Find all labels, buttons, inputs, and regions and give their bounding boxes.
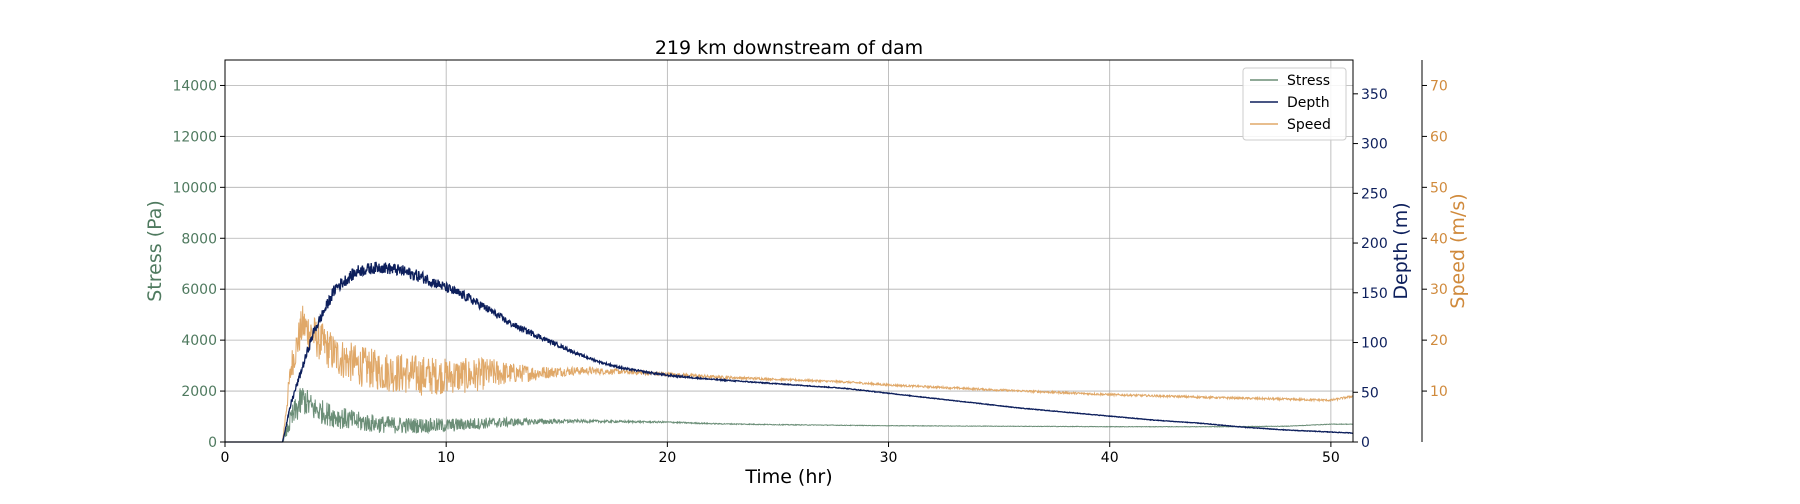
x-tick-label: 0 xyxy=(221,450,230,466)
legend: Stress Depth Speed xyxy=(1242,67,1347,141)
speed-tick-label: 70 xyxy=(1430,78,1448,94)
y-axis-label-stress: Stress (Pa) xyxy=(144,200,166,302)
x-tick-label: 10 xyxy=(437,450,455,466)
speed-tick-label: 20 xyxy=(1430,333,1448,349)
stress-tick-label: 4000 xyxy=(181,333,217,349)
y-axis-label-depth: Depth (m) xyxy=(1390,202,1412,299)
x-tick-label: 20 xyxy=(658,450,676,466)
stress-tick-label: 10000 xyxy=(172,180,217,196)
speed-tick-label: 40 xyxy=(1430,231,1448,247)
y-axis-label-speed: Speed (m/s) xyxy=(1447,193,1469,308)
speed-tick-label: 30 xyxy=(1430,282,1448,298)
stress-tick-label: 2000 xyxy=(181,384,217,400)
stress-tick-label: 6000 xyxy=(181,282,217,298)
stress-tick-label: 12000 xyxy=(172,129,217,145)
chart-title: 219 km downstream of dam xyxy=(655,37,923,59)
legend-box xyxy=(1242,67,1347,141)
grid xyxy=(225,60,1353,442)
x-tick-label: 40 xyxy=(1101,450,1119,466)
depth-tick-label: 200 xyxy=(1361,236,1388,252)
depth-tick-label: 50 xyxy=(1361,385,1379,401)
series-layer xyxy=(225,261,1354,443)
x-tick-label: 50 xyxy=(1322,450,1340,466)
x-tick-label: 30 xyxy=(880,450,898,466)
depth-tick-label: 150 xyxy=(1361,286,1388,302)
stress-tick-label: 0 xyxy=(208,435,217,451)
series-line-speed xyxy=(225,305,1354,443)
speed-tick-label: 50 xyxy=(1430,180,1448,196)
axes-layer: 0 10 20 30 40 5002000400060008000100001200014… xyxy=(172,60,1448,466)
stress-tick-label: 14000 xyxy=(172,78,217,94)
legend-label-depth: Depth xyxy=(1287,95,1330,111)
depth-tick-label: 300 xyxy=(1361,137,1388,153)
depth-tick-label: 250 xyxy=(1361,186,1388,202)
depth-tick-label: 100 xyxy=(1361,336,1388,352)
stress-tick-label: 8000 xyxy=(181,231,217,247)
legend-label-speed: Speed xyxy=(1287,117,1331,133)
x-axis-label: Time (hr) xyxy=(744,466,832,488)
plot-frame xyxy=(224,59,1354,443)
depth-tick-label: 0 xyxy=(1361,435,1370,451)
speed-tick-label: 10 xyxy=(1430,384,1448,400)
speed-tick-label: 60 xyxy=(1430,129,1448,145)
legend-label-stress: Stress xyxy=(1287,73,1330,89)
series-line-stress xyxy=(225,388,1353,443)
depth-tick-label: 350 xyxy=(1361,87,1388,103)
series-line-depth xyxy=(225,261,1353,443)
